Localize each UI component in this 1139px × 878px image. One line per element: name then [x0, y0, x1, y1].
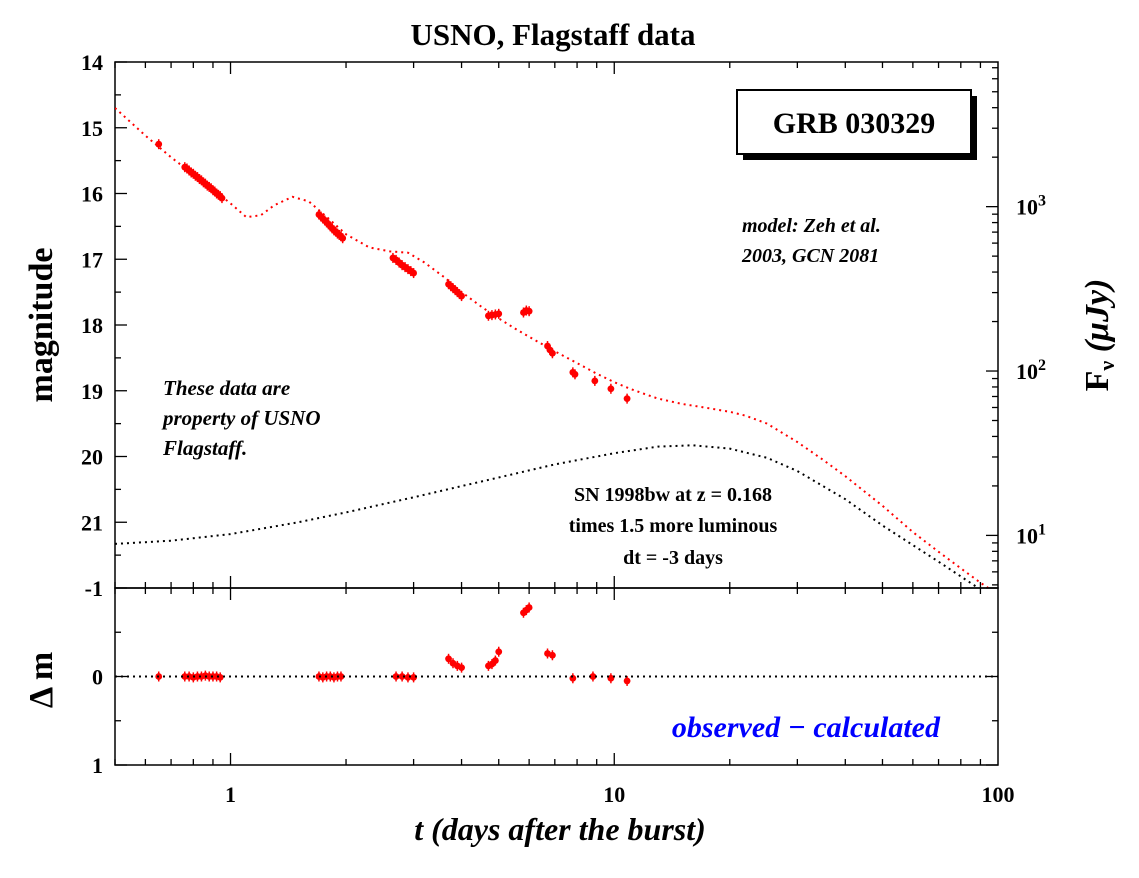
y-tick-label: 16: [81, 182, 103, 207]
top-model-curve: [115, 107, 991, 588]
residual-y-tick-label: 0: [92, 665, 103, 690]
model-note-line-2: 2003, GCN 2081: [741, 245, 879, 267]
sn-note-line-3: dt = -3 days: [623, 547, 723, 569]
y2-tick-exp: 3: [1038, 193, 1046, 210]
top-data-point: [218, 194, 226, 202]
property-note-line-2: property of USNO: [161, 406, 321, 430]
y-tick-label: 15: [81, 116, 103, 141]
y-tick-label: 17: [81, 247, 103, 272]
y2-tick-base: 10: [1016, 523, 1038, 548]
top-data-point: [458, 292, 465, 300]
x-tick-label: 100: [982, 782, 1015, 807]
bottom-data-point: [458, 664, 465, 672]
y2-tick-exp: 2: [1038, 357, 1046, 374]
residual-panel: 1 10 100 0 1: [92, 587, 1015, 807]
y2-tick-label: 102: [1016, 357, 1046, 384]
top-series-group: [115, 107, 991, 588]
x-tick-label: 1: [225, 782, 236, 807]
property-note-line-3: Flagstaff.: [162, 436, 247, 460]
y2-tick-label: 101: [1016, 521, 1046, 548]
bottom-data-point: [398, 673, 406, 680]
y2-tick-base: 10: [1016, 359, 1038, 384]
top-data-point: [410, 269, 418, 277]
residual-annotation: observed − calculated: [672, 711, 941, 744]
bottom-data-point: [495, 648, 503, 656]
y-tick-label: 14: [81, 50, 103, 75]
y-tick-label: 21: [81, 510, 103, 535]
grb-box: [736, 89, 972, 155]
bottom-series-group: [115, 602, 998, 686]
top-data-point: [339, 234, 347, 242]
bottom-data-point: [337, 673, 345, 680]
bottom-data-point: [525, 604, 533, 611]
y-tick-label: -1: [85, 576, 103, 601]
y2-label-sub: ν: [1094, 361, 1119, 372]
residual-y-tick-label: 1: [92, 753, 103, 778]
top-data-point: [571, 370, 579, 378]
bottom-data-point: [589, 673, 597, 680]
top-model-curve: [115, 444, 981, 588]
bottom-data-point: [445, 655, 452, 663]
x-tick-label: 10: [603, 782, 625, 807]
sn-note-line-1: SN 1998bw at z = 0.168: [574, 484, 772, 506]
top-data-point: [155, 140, 163, 148]
y-tick-label: 20: [81, 445, 103, 470]
bottom-data-point: [491, 657, 499, 664]
residual-y-axis-label: Δ m: [23, 652, 60, 708]
chart-title: USNO, Flagstaff data: [410, 17, 696, 52]
model-note-line-1: model: Zeh et al.: [742, 215, 881, 237]
y2-axis-label: Fν (μJy): [1079, 279, 1119, 392]
y2-tick-base: 10: [1016, 195, 1038, 220]
y2-tick-label: 103: [1016, 193, 1046, 220]
y-tick-label: 18: [81, 313, 103, 338]
grb-label: GRB 030329: [773, 107, 936, 140]
top-data-point: [495, 310, 503, 318]
bottom-data-point: [549, 651, 556, 659]
y-tick-label: 19: [81, 379, 103, 404]
bottom-data-point: [607, 674, 615, 682]
grb-label-box: GRB 030329: [736, 89, 977, 160]
top-data-point: [623, 395, 631, 403]
top-data-point: [607, 385, 615, 393]
y2-label-unit: (μJy): [1079, 279, 1116, 361]
y-axis-label: magnitude: [23, 248, 60, 403]
sn-note-line-2: times 1.5 more luminous: [569, 515, 778, 537]
top-data-point: [525, 307, 533, 315]
bottom-data-point: [392, 673, 400, 680]
x-axis-label: t (days after the burst): [414, 811, 706, 847]
bottom-data-point: [623, 677, 631, 685]
top-data-point: [591, 377, 599, 385]
y2-tick-exp: 1: [1038, 521, 1046, 538]
property-note-line-1: These data are: [163, 376, 290, 400]
top-data-point: [549, 349, 556, 357]
